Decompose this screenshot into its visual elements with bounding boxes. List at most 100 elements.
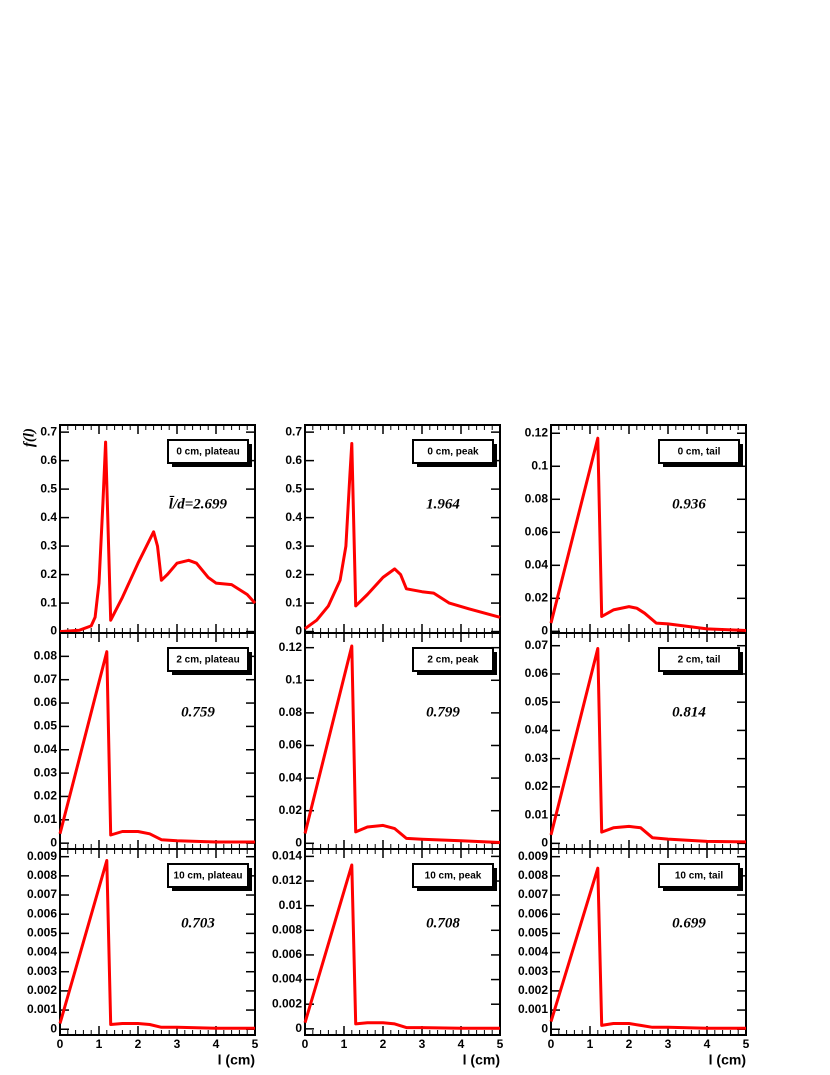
x-tick-label: 1 [341,1037,348,1051]
y-tick-label: 0.1 [285,672,302,686]
label-box [167,647,249,672]
y-tick-label: 0.06 [525,524,549,538]
annotation: 0.699 [672,915,706,931]
x-tick-label: 3 [419,1037,426,1051]
y-tick-label: 0.02 [279,803,303,817]
y-tick-label: 0 [541,624,548,638]
panel-label: 10 cm, tail [675,871,724,882]
y-tick-label: 0.7 [285,424,302,438]
y-tick-label: 0.4 [40,510,57,524]
y-tick-label: 0.07 [34,672,58,686]
y-tick-label: 0.006 [27,906,57,920]
y-tick-label: 0.2 [285,567,302,581]
y-tick-label: 0.014 [272,849,302,863]
x-tick-label: 5 [497,1037,504,1051]
y-tick-label: 0.1 [285,595,302,609]
label-box [412,647,494,672]
y-tick-label: 0.12 [279,640,303,654]
y-tick-label: 0 [295,1021,302,1035]
annotation: 0.703 [181,915,215,931]
label-box [412,439,494,464]
y-tick-label: 0.01 [525,807,549,821]
x-tick-label: 0 [548,1037,555,1051]
x-tick-label: 3 [665,1037,672,1051]
x-axis-title: l (cm) [463,1052,500,1068]
y-tick-label: 0.07 [525,638,549,652]
panel-label: 2 cm, plateau [176,655,239,666]
y-tick-label: 0.2 [40,567,57,581]
y-tick-label: 0.004 [518,945,548,959]
x-tick-label: 4 [458,1037,465,1051]
y-tick-label: 0.6 [285,453,302,467]
y-tick-label: 0 [541,1021,548,1035]
y-tick-label: 0.02 [525,779,549,793]
data-line [549,647,747,844]
annotation: 0.936 [672,496,706,512]
y-tick-label: 0.003 [518,964,548,978]
x-tick-label: 5 [743,1037,750,1051]
y-tick-label: 0.008 [518,868,548,882]
y-tick-label: 0.006 [518,906,548,920]
x-tick-label: 2 [626,1037,633,1051]
data-line [59,440,257,634]
x-tick-label: 2 [380,1037,387,1051]
x-axis-title: l (cm) [709,1052,746,1068]
y-tick-label: 0.04 [279,770,303,784]
y-tick-label: 0.002 [518,983,548,997]
plot-frame [550,848,747,1036]
y-tick-label: 0.04 [34,742,58,756]
y-tick-label: 0.5 [40,481,57,495]
y-tick-label: 0.3 [40,538,57,552]
panel-label: 2 cm, peak [427,655,479,666]
label-box [658,863,740,888]
y-tick-label: 0.009 [518,849,548,863]
y-tick-label: 0 [50,624,57,638]
y-tick-label: 0.008 [27,868,57,882]
x-tick-label: 1 [96,1037,103,1051]
y-tick-label: 0.08 [279,705,303,719]
y-tick-label: 0.003 [27,964,57,978]
annotation: l̄/d=2.699 [169,496,228,512]
plot-frame [304,848,501,1036]
y-tick-label: 0.08 [525,491,549,505]
x-tick-label: 4 [704,1037,711,1051]
y-tick-label: 0 [50,835,57,849]
y-tick-label: 0.001 [518,1002,548,1016]
y-tick-label: 0 [295,835,302,849]
panel-label: 0 cm, tail [678,447,721,458]
y-tick-label: 0.4 [285,510,302,524]
y-tick-label: 0.004 [27,945,57,959]
y-tick-label: 0.05 [34,719,58,733]
data-line [58,859,255,1030]
y-tick-label: 0.03 [34,765,58,779]
x-tick-label: 1 [587,1037,594,1051]
x-tick-label: 0 [302,1037,309,1051]
y-axis-title: f(l) [21,428,37,447]
y-tick-label: 0.6 [40,453,57,467]
y-tick-label: 0.06 [34,695,58,709]
y-tick-label: 0.1 [40,595,57,609]
annotation: 0.799 [426,704,460,720]
x-tick-label: 5 [252,1037,259,1051]
y-tick-label: 0.001 [27,1002,57,1016]
y-tick-label: 0.12 [525,425,549,439]
data-line [303,863,500,1030]
panel-label: 0 cm, peak [427,447,479,458]
x-tick-label: 3 [174,1037,181,1051]
y-tick-label: 0.02 [525,591,549,605]
x-tick-label: 0 [57,1037,64,1051]
x-tick-label: 4 [213,1037,220,1051]
y-tick-label: 0.1 [531,458,548,472]
y-tick-label: 0.007 [27,887,57,901]
plot-frame [59,848,256,1036]
y-tick-label: 0.06 [525,666,549,680]
panel-label: 0 cm, plateau [176,447,239,458]
panel-label: 10 cm, peak [425,871,482,882]
label-box [167,439,249,464]
label-box [412,863,494,888]
label-box [167,863,249,888]
annotation: 1.964 [426,496,460,512]
data-line [549,436,747,632]
y-tick-label: 0.006 [272,947,302,961]
